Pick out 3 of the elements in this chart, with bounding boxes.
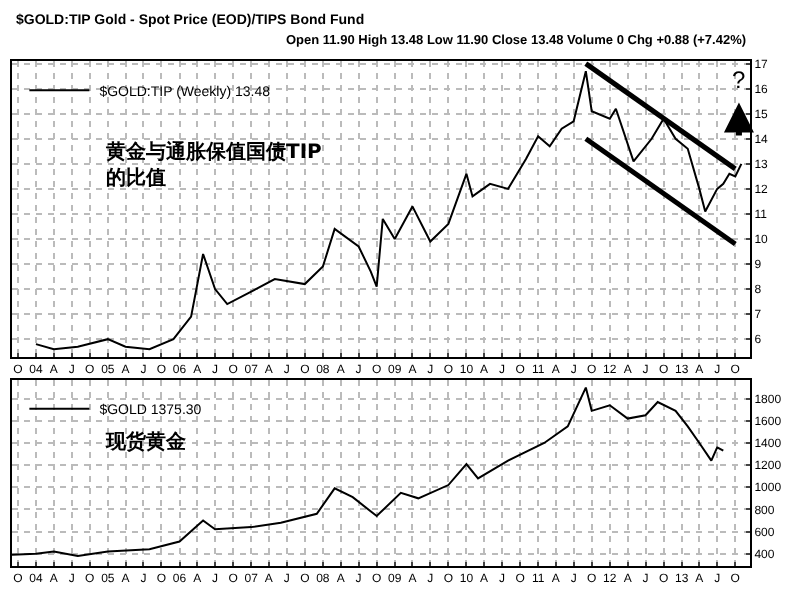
- annotation: 现货黄金: [104, 430, 188, 454]
- annotation: ?: [732, 66, 746, 94]
- annotation: 黄金与通胀保值国债TIP 的比值: [104, 140, 322, 190]
